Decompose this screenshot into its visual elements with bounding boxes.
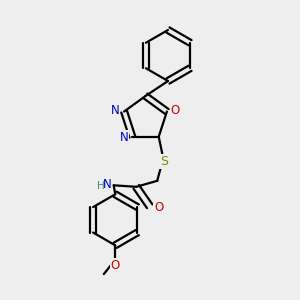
Text: H: H <box>97 181 105 191</box>
Text: S: S <box>160 155 168 168</box>
Text: O: O <box>154 201 164 214</box>
Text: O: O <box>111 259 120 272</box>
Text: O: O <box>171 103 180 116</box>
Text: N: N <box>103 178 112 191</box>
Text: N: N <box>111 103 119 116</box>
Text: N: N <box>119 131 128 144</box>
